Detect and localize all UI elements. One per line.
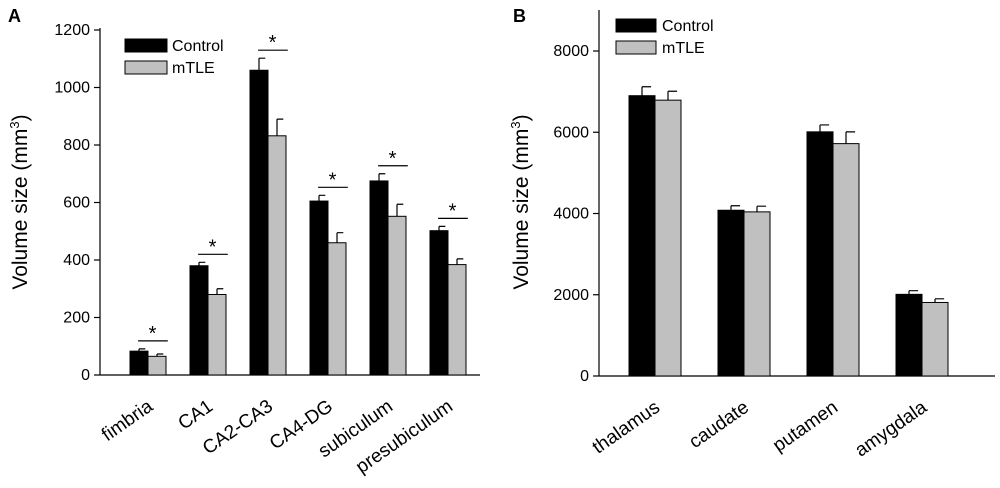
panel-a-y-ticks: 0 200 400 600 800 1000 1200: [54, 22, 100, 384]
bar-control-ca2-ca3: [249, 69, 269, 376]
error-bar-control-ca4-dg: [318, 194, 326, 202]
category-label-ca1: CA1: [175, 396, 217, 434]
category-label-caudate: caudate: [685, 397, 752, 453]
category-label-amygdala: amygdala: [851, 397, 931, 462]
bar-mtle-ca4-dg: [327, 242, 347, 376]
bar-control-subiculum: [369, 180, 389, 376]
y-tick-label: 800: [63, 137, 90, 154]
y-tick-label: 2000: [553, 287, 589, 304]
legend-label-mtle: mTLE: [172, 60, 215, 77]
y-tick-label: 8000: [553, 43, 589, 60]
bar-control-presubiculum: [429, 230, 449, 376]
legend-label-control: Control: [662, 18, 714, 35]
error-bar-control-ca1: [198, 261, 206, 266]
y-tick-label: 400: [63, 252, 90, 269]
bar-mtle-amygdala: [921, 301, 949, 377]
y-tick-label: 200: [63, 310, 90, 327]
panel-b-category-labels: thalamus caudate putamen amygdala: [589, 397, 932, 462]
category-label-thalamus: thalamus: [589, 397, 664, 458]
panel-a-label: A: [8, 6, 21, 26]
bar-mtle-thalamus: [654, 99, 682, 377]
significance-marker-presubiculum: *: [449, 200, 457, 222]
y-tick-label: 0: [580, 368, 589, 385]
legend-swatch-control: [615, 18, 657, 33]
error-bar-control-thalamus: [641, 86, 652, 96]
error-bar-mtle-ca1: [216, 288, 224, 295]
legend-label-mtle: mTLE: [662, 40, 705, 57]
error-bar-mtle-ca4-dg: [336, 232, 344, 243]
panel-b-label: B: [513, 6, 526, 26]
panel-a-legend: Control mTLE: [124, 38, 224, 77]
bar-control-fimbria: [129, 350, 149, 376]
legend-swatch-mtle: [124, 60, 168, 75]
bar-control-caudate: [717, 209, 745, 377]
error-bar-mtle-thalamus: [667, 90, 678, 101]
bar-control-ca1: [189, 265, 209, 376]
significance-marker-subiculum: *: [389, 148, 397, 170]
bar-mtle-presubiculum: [447, 264, 467, 376]
bar-mtle-fimbria: [147, 355, 167, 376]
legend-swatch-mtle: [615, 40, 657, 55]
panel-a-y-axis-title: Volume size (mm3): [7, 114, 32, 289]
bar-control-thalamus: [628, 95, 656, 377]
y-tick-label: 1000: [54, 80, 90, 97]
y-tick-label: 600: [63, 195, 90, 212]
error-bar-control-ca2-ca3: [258, 57, 266, 71]
bar-mtle-ca1: [207, 294, 227, 376]
bar-control-ca4-dg: [309, 200, 329, 376]
bar-control-amygdala: [895, 293, 923, 377]
panel-a-category-labels: fimbria CA1CA2-CA3CA4-DGsubiculumpresubic…: [98, 396, 457, 478]
y-tick-label: 0: [81, 367, 90, 384]
error-bar-control-putamen: [819, 124, 830, 132]
category-label-putamen: putamen: [769, 397, 842, 457]
error-bar-control-amygdala: [908, 290, 919, 295]
panel-b-y-axis-title: Volume size (mm3): [508, 114, 533, 289]
error-bar-mtle-ca2-ca3: [276, 118, 284, 136]
panel-b-y-ticks: 0 2000 4000 6000 8000: [553, 43, 599, 385]
panel-b-legend: Control mTLE: [615, 18, 714, 57]
bar-mtle-subiculum: [387, 215, 407, 376]
panel-b-bars: [628, 86, 949, 377]
error-bar-control-presubiculum: [438, 225, 446, 231]
error-bar-mtle-presubiculum: [456, 258, 464, 265]
significance-marker-ca4-dg: *: [329, 169, 337, 191]
legend-swatch-control: [124, 38, 168, 53]
y-tick-label: 4000: [553, 206, 589, 223]
y-tick-label: 1200: [54, 22, 90, 39]
legend-label-control: Control: [172, 38, 224, 55]
significance-marker-ca1: *: [209, 236, 217, 258]
error-bar-control-caudate: [730, 205, 741, 211]
panel-a-bars: * * * * * *: [129, 32, 468, 376]
panel-a-chart: A Volume size (mm3) 0 200 400 600 800 1000 120…: [7, 6, 480, 478]
bar-mtle-caudate: [743, 211, 771, 377]
bar-mtle-ca2-ca3: [267, 135, 287, 376]
error-bar-mtle-fimbria: [156, 353, 164, 357]
error-bar-control-subiculum: [378, 173, 386, 181]
y-tick-label: 6000: [553, 124, 589, 141]
significance-marker-fimbria: *: [149, 323, 157, 345]
error-bar-control-fimbria: [138, 348, 146, 352]
error-bar-mtle-subiculum: [396, 203, 404, 217]
bar-mtle-putamen: [832, 143, 860, 377]
bar-control-putamen: [806, 131, 834, 377]
significance-marker-ca2-ca3: *: [269, 32, 277, 54]
panel-b-chart: B Volume size (mm3) 0 2000 4000 6000 8000 th…: [508, 6, 995, 461]
error-bar-mtle-putamen: [845, 131, 856, 144]
category-label-fimbria: fimbria: [98, 396, 157, 446]
error-bar-mtle-caudate: [756, 205, 767, 212]
error-bar-mtle-amygdala: [934, 298, 945, 303]
